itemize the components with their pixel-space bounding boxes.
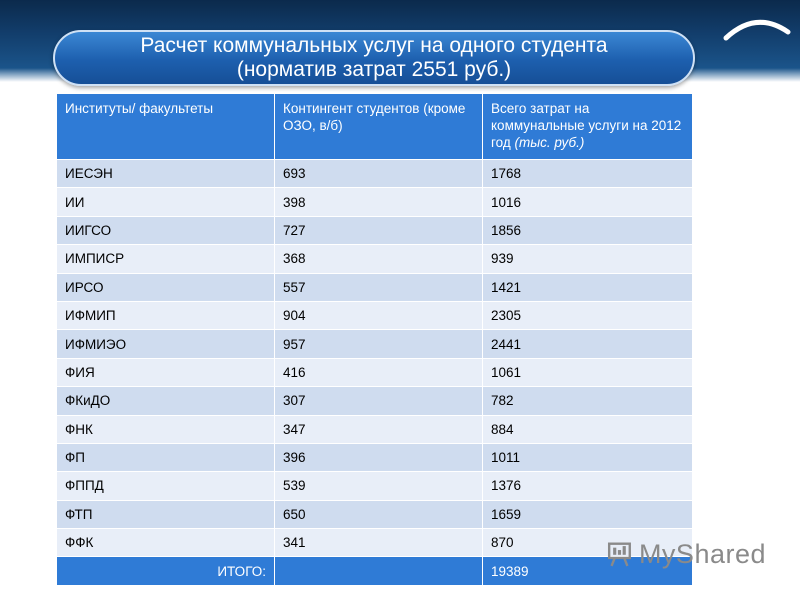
cell-institute: ФКиДО bbox=[56, 386, 275, 416]
total-empty-cell bbox=[274, 556, 483, 586]
header-total-costs: Всего затрат на коммунальные услуги на 2… bbox=[482, 93, 693, 160]
cell-institute: ФППД bbox=[56, 471, 275, 501]
cell-total-costs: 1856 bbox=[482, 215, 693, 246]
cell-total-costs: 1659 bbox=[482, 499, 693, 530]
cell-students: 398 bbox=[274, 187, 483, 217]
cell-total-costs: 939 bbox=[482, 244, 693, 274]
cell-institute: ИИГСО bbox=[56, 215, 275, 246]
cell-total-costs: 1016 bbox=[482, 187, 693, 217]
slide-title: Расчет коммунальных услуг на одного студ… bbox=[53, 30, 695, 86]
table-row: ИИГСО 727 1856 bbox=[56, 215, 693, 246]
cell-total-costs: 1011 bbox=[482, 442, 693, 473]
table-row: ИФМИЭО 957 2441 bbox=[56, 329, 693, 359]
cell-institute: ИМПИСР bbox=[56, 244, 275, 274]
cell-total-costs: 1061 bbox=[482, 357, 693, 388]
table-row: ФНК 347 884 bbox=[56, 414, 693, 444]
table-row: ФППД 539 1376 bbox=[56, 471, 693, 501]
cell-total-costs: 884 bbox=[482, 414, 693, 444]
header-students: Контингент студентов (кроме ОЗО, в/б) bbox=[274, 93, 483, 160]
cell-institute: ИРСО bbox=[56, 272, 275, 302]
title-line-2: (норматив затрат 2551 руб.) bbox=[236, 58, 512, 81]
table-row: ИИ 398 1016 bbox=[56, 187, 693, 217]
total-label: ИТОГО: bbox=[56, 556, 275, 586]
table-row: ФП 396 1011 bbox=[56, 442, 693, 473]
cell-institute: ИЕСЭН bbox=[56, 158, 275, 189]
cell-total-costs: 2305 bbox=[482, 300, 693, 331]
cell-students: 557 bbox=[274, 272, 483, 302]
cell-total-costs: 1768 bbox=[482, 158, 693, 189]
total-value: 19389 bbox=[482, 556, 693, 586]
table-row: ФФК 341 870 bbox=[56, 528, 693, 558]
cell-institute: ФФК bbox=[56, 528, 275, 558]
table-row: ФИЯ 416 1061 bbox=[56, 357, 693, 388]
cell-total-costs: 782 bbox=[482, 386, 693, 416]
cell-students: 957 bbox=[274, 329, 483, 359]
cell-institute: ИФМИЭО bbox=[56, 329, 275, 359]
cell-students: 904 bbox=[274, 300, 483, 331]
cell-students: 368 bbox=[274, 244, 483, 274]
cell-total-costs: 1421 bbox=[482, 272, 693, 302]
table-row: ИМПИСР 368 939 bbox=[56, 244, 693, 274]
table-row: ФКиДО 307 782 bbox=[56, 386, 693, 416]
table-total-row: ИТОГО: 19389 bbox=[56, 556, 693, 586]
cell-institute: ФИЯ bbox=[56, 357, 275, 388]
header-institutes: Институты/ факультеты bbox=[56, 93, 275, 160]
cell-students: 539 bbox=[274, 471, 483, 501]
cell-students: 347 bbox=[274, 414, 483, 444]
swoosh-logo-icon bbox=[723, 19, 791, 41]
cell-students: 650 bbox=[274, 499, 483, 530]
cell-institute: ФНК bbox=[56, 414, 275, 444]
cell-institute: ИИ bbox=[56, 187, 275, 217]
cell-institute: ФП bbox=[56, 442, 275, 473]
cell-students: 416 bbox=[274, 357, 483, 388]
cell-total-costs: 870 bbox=[482, 528, 693, 558]
costs-table: Институты/ факультеты Контингент студент… bbox=[56, 93, 693, 586]
cell-total-costs: 2441 bbox=[482, 329, 693, 359]
table-row: ИФМИП 904 2305 bbox=[56, 300, 693, 331]
header-units: (тыс. руб.) bbox=[514, 135, 585, 150]
cell-institute: ФТП bbox=[56, 499, 275, 530]
table-row: ИЕСЭН 693 1768 bbox=[56, 158, 693, 189]
myshared-watermark: MyShared bbox=[606, 536, 766, 572]
cell-total-costs: 1376 bbox=[482, 471, 693, 501]
cell-students: 727 bbox=[274, 215, 483, 246]
cell-students: 693 bbox=[274, 158, 483, 189]
cell-students: 396 bbox=[274, 442, 483, 473]
cell-students: 341 bbox=[274, 528, 483, 558]
table-row: ФТП 650 1659 bbox=[56, 499, 693, 530]
presentation-board-icon bbox=[607, 542, 631, 567]
cell-students: 307 bbox=[274, 386, 483, 416]
watermark-text: MyShared bbox=[638, 538, 766, 569]
header-total-costs-text: Всего затрат на коммунальные услуги на 2… bbox=[491, 101, 682, 150]
title-line-1: Расчет коммунальных услуг на одного студ… bbox=[140, 34, 608, 57]
table-header-row: Институты/ факультеты Контингент студент… bbox=[56, 93, 693, 160]
table-row: ИРСО 557 1421 bbox=[56, 272, 693, 302]
cell-institute: ИФМИП bbox=[56, 300, 275, 331]
